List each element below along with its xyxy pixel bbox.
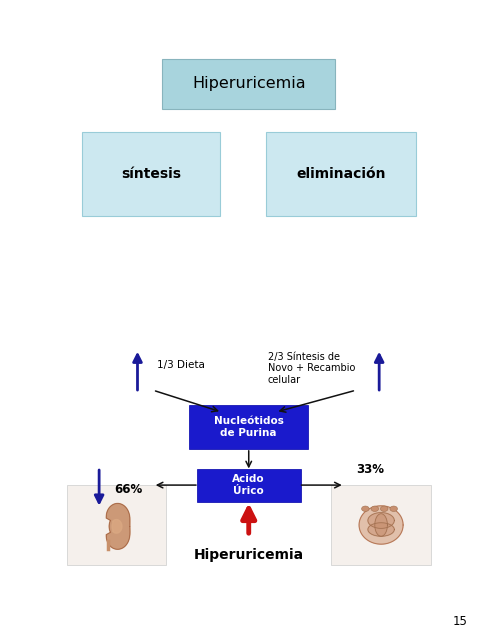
Polygon shape <box>359 506 403 544</box>
FancyBboxPatch shape <box>189 405 308 449</box>
Text: 2/3 Síntesis de
Novo + Recambio
celular: 2/3 Síntesis de Novo + Recambio celular <box>268 351 355 385</box>
Polygon shape <box>106 504 130 549</box>
FancyBboxPatch shape <box>66 485 166 565</box>
Text: 66%: 66% <box>114 483 143 496</box>
Polygon shape <box>375 514 388 536</box>
Polygon shape <box>368 513 395 529</box>
Text: Acido
Úrico: Acido Úrico <box>233 474 265 496</box>
Text: eliminación: eliminación <box>296 167 386 181</box>
Circle shape <box>371 506 379 511</box>
Circle shape <box>361 506 369 511</box>
FancyBboxPatch shape <box>82 132 220 216</box>
FancyBboxPatch shape <box>162 59 335 109</box>
FancyBboxPatch shape <box>266 132 416 216</box>
Polygon shape <box>368 523 395 536</box>
Text: síntesis: síntesis <box>121 167 181 181</box>
Text: Hiperuricemia: Hiperuricemia <box>192 76 305 92</box>
Text: Hiperuricemia: Hiperuricemia <box>194 548 304 563</box>
Text: 1/3 Dieta: 1/3 Dieta <box>157 360 204 371</box>
Text: 33%: 33% <box>356 463 384 476</box>
Circle shape <box>390 506 397 511</box>
FancyBboxPatch shape <box>331 485 431 565</box>
Text: 15: 15 <box>453 616 468 628</box>
Polygon shape <box>112 520 122 533</box>
Circle shape <box>381 506 388 511</box>
Text: Nucleótidos
de Purina: Nucleótidos de Purina <box>214 417 284 438</box>
FancyBboxPatch shape <box>197 468 300 502</box>
